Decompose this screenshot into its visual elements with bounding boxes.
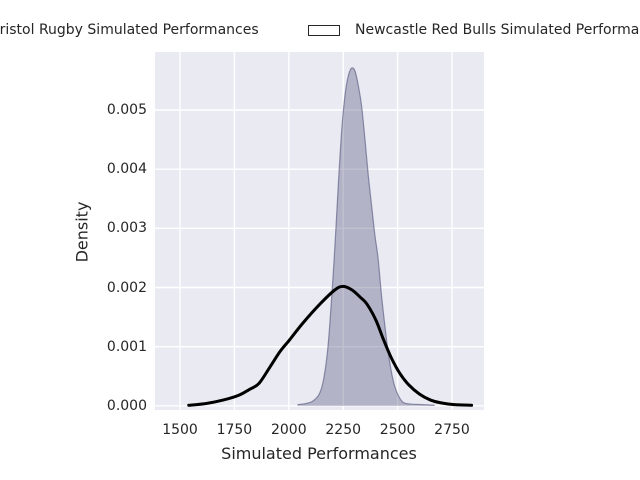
kde-line-1 [187,284,474,407]
y-tick-label-0.005: 0.005 [106,101,147,118]
kde-chart [155,52,484,410]
x-tick-label-2250: 2250 [325,422,362,438]
kde-fill-0 [297,67,435,406]
plot-area [155,52,484,410]
legend-swatch-newcastle-icon [308,25,340,36]
kde-outline-0 [297,67,435,406]
y-tick-label-0.002: 0.002 [106,279,147,296]
y-tick-label-0.001: 0.001 [106,338,147,355]
x-tick-label-2500: 2500 [379,422,416,438]
y-tick-label-0.004: 0.004 [106,161,147,178]
x-axis-label: Simulated Performances [221,444,417,463]
x-tick-label-2750: 2750 [434,422,470,438]
x-tick-label-2000: 2000 [270,422,307,438]
x-tick-label-1750: 1750 [216,422,253,438]
y-tick-label-0.000: 0.000 [106,397,147,414]
legend-label-newcastle: Newcastle Red Bulls Simulated Performanc… [355,22,640,38]
y-tick-label-0.003: 0.003 [106,220,147,237]
y-axis-label: Density [72,201,92,263]
x-tick-label-1500: 1500 [162,422,198,438]
legend-label-bristol: Bristol Rugby Simulated Performances [0,22,259,38]
